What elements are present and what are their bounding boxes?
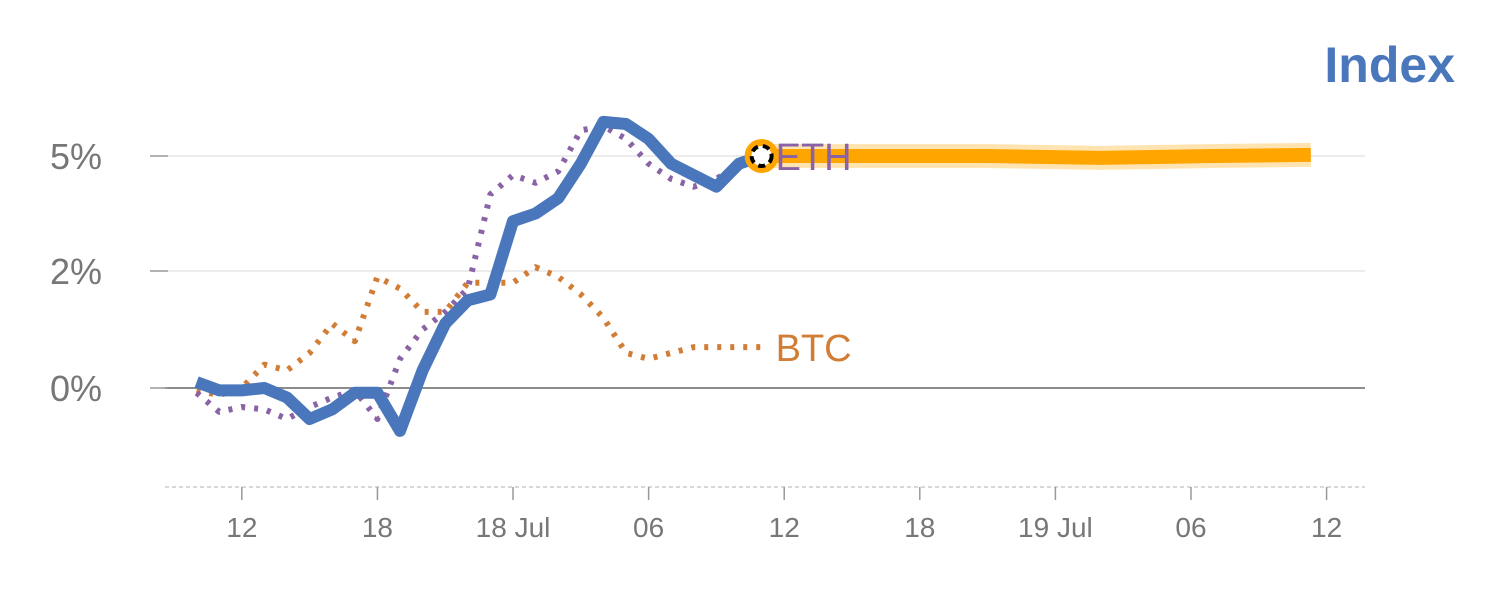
- x-tick-label: 12: [1311, 512, 1342, 543]
- forecast-band-line: [761, 147, 1311, 165]
- y-tick-label: 5%: [50, 136, 102, 177]
- chart-title: Index: [1324, 37, 1455, 93]
- btc-line: [195, 264, 762, 399]
- gridlines: [165, 155, 1365, 389]
- x-tick-label: 18: [904, 512, 935, 543]
- x-tick-label: 06: [1175, 512, 1206, 543]
- index-line: [194, 115, 764, 437]
- x-tick-label: 12: [226, 512, 257, 543]
- current-point-ring: [749, 144, 774, 168]
- x-tick-label: 19 Jul: [1018, 512, 1093, 543]
- x-tick-label: 06: [633, 512, 664, 543]
- eth-line: [194, 123, 763, 422]
- x-tick-label: 18: [362, 512, 393, 543]
- y-tick-label: 0%: [50, 368, 102, 409]
- series-labels: ETH BTC: [776, 137, 852, 370]
- series-layer: [194, 115, 1311, 437]
- x-tick-label: 12: [769, 512, 800, 543]
- btc-label: BTC: [776, 328, 852, 370]
- x-tick-label: 18 Jul: [476, 512, 551, 543]
- eth-label: ETH: [776, 137, 852, 179]
- axes: 0% 2% 5% 12 18 18 Jul 06 12 18 19 Jul 06 12: [50, 136, 1365, 543]
- y-tick-label: 2%: [50, 251, 102, 292]
